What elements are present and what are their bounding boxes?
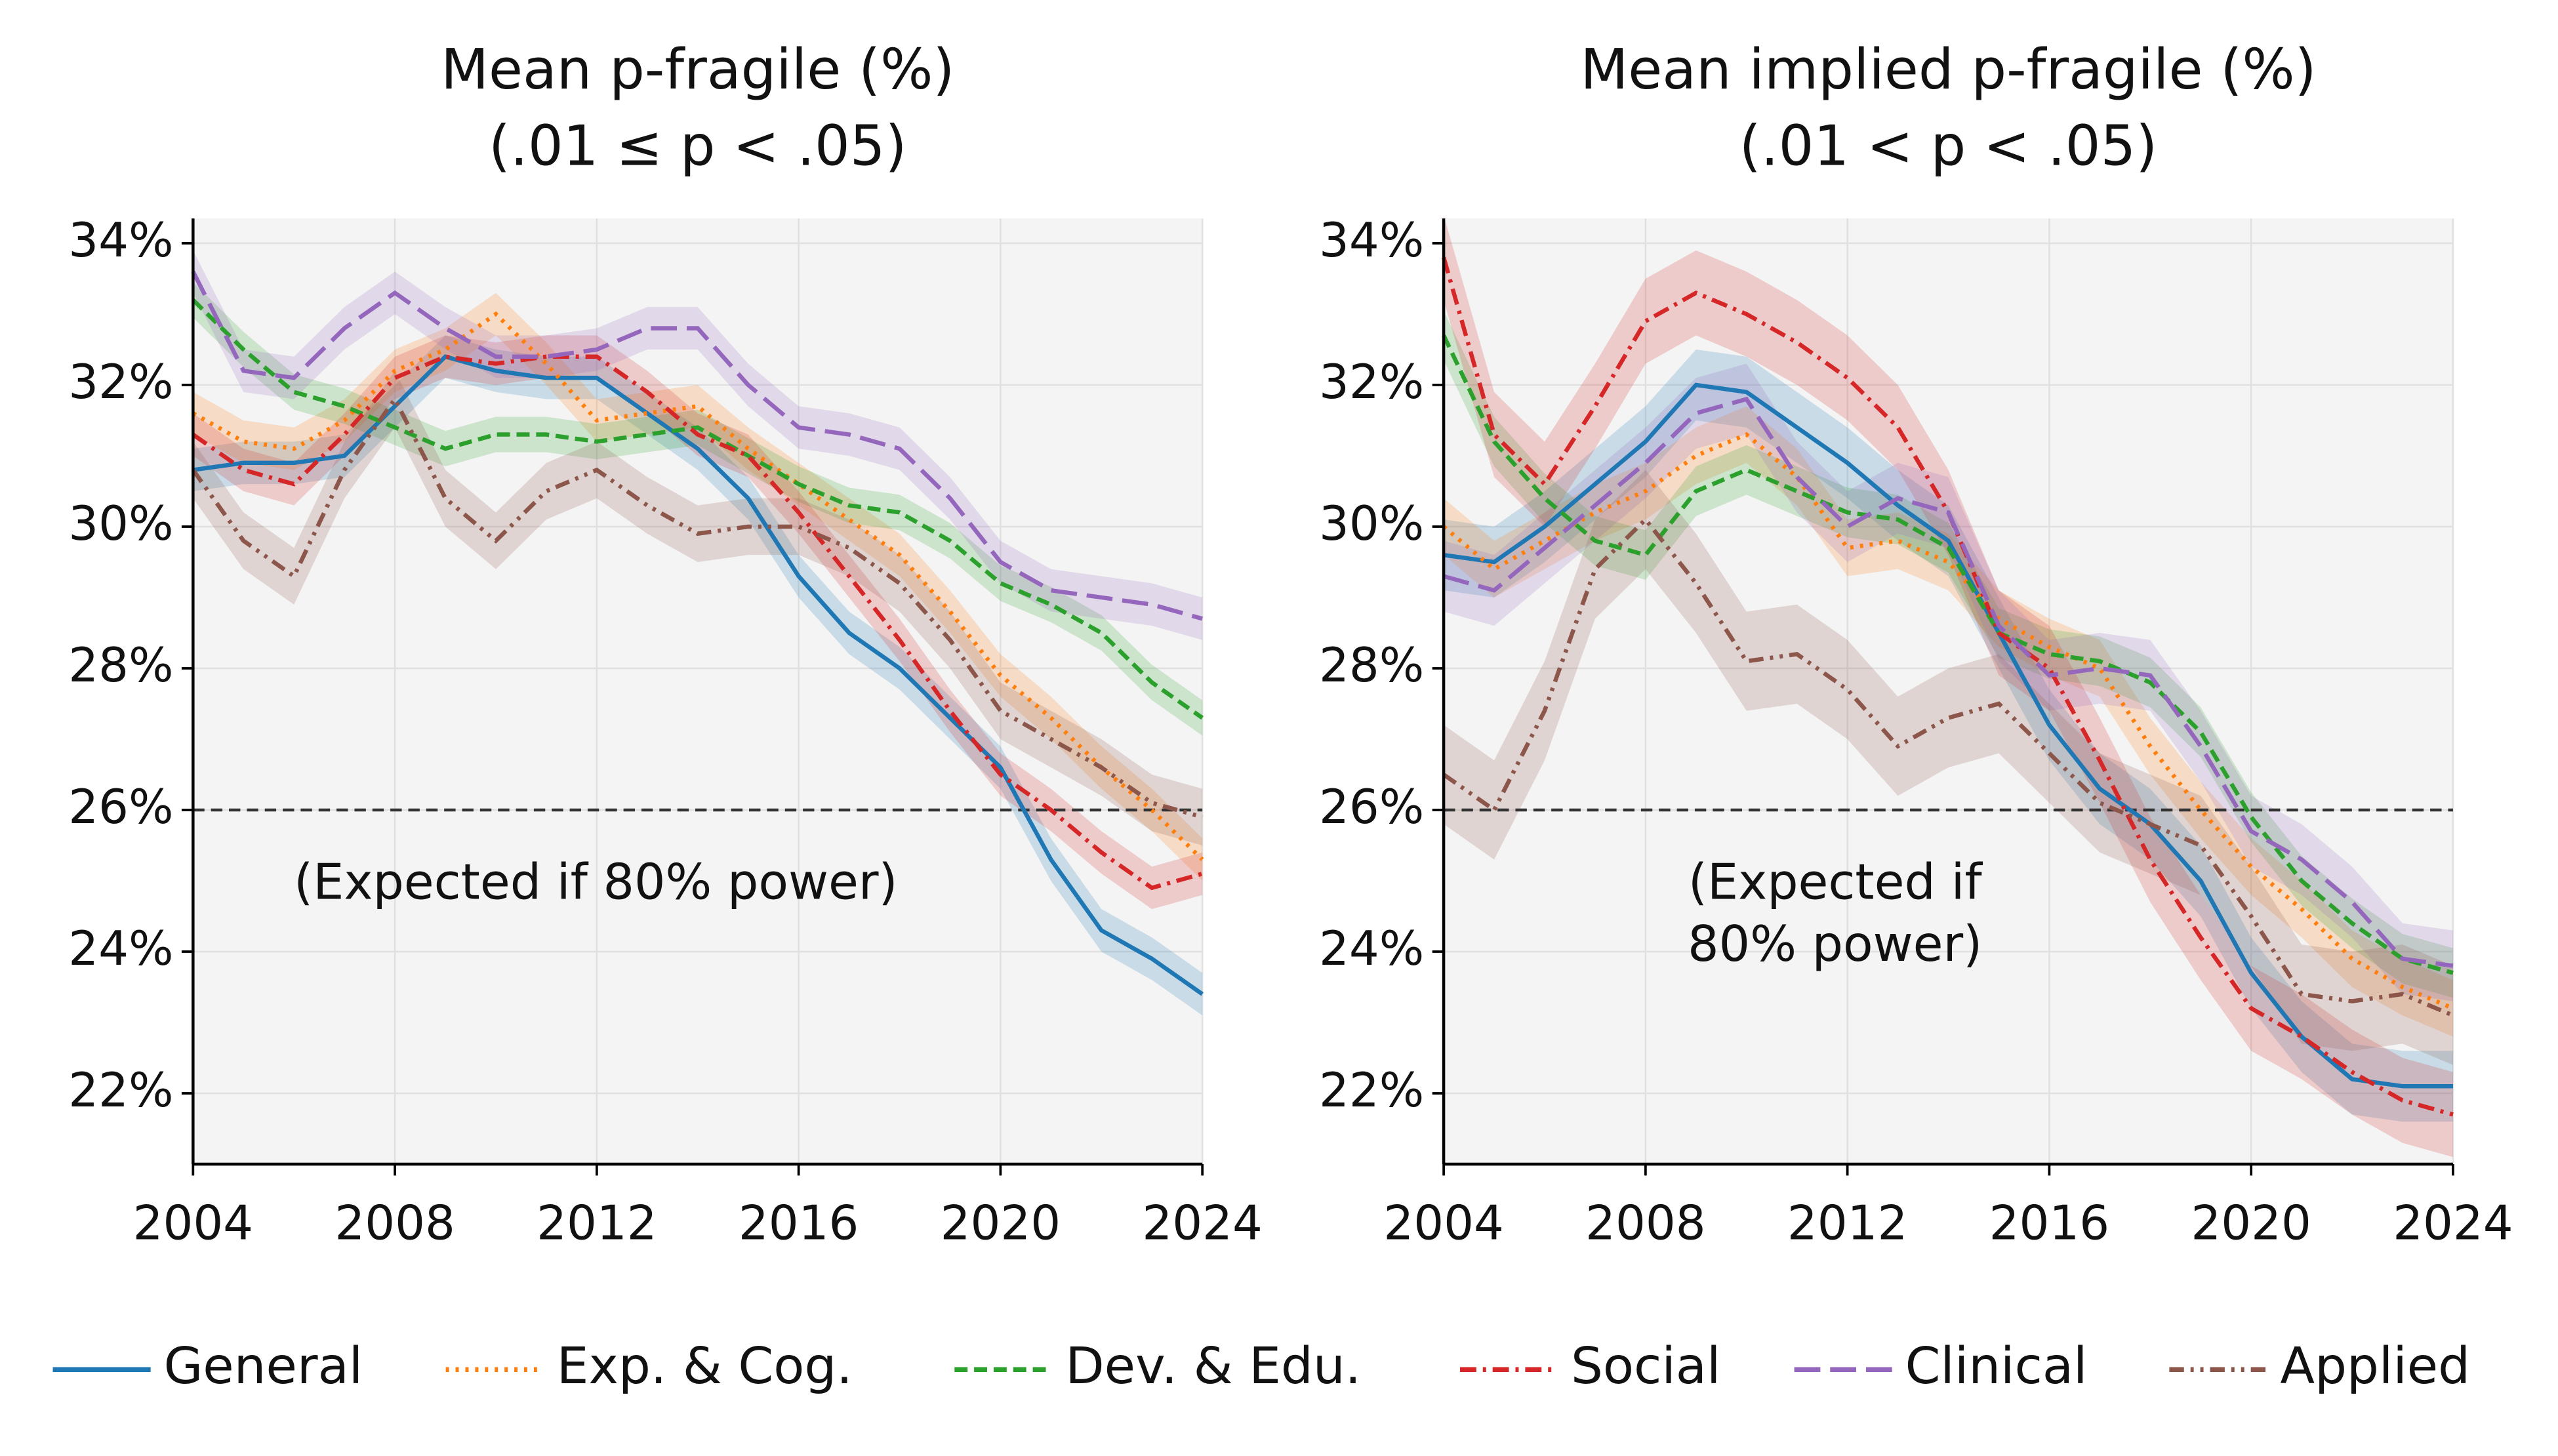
x-tick-label: 2020 bbox=[941, 1196, 1061, 1251]
series-line bbox=[192, 354, 1204, 891]
annotation: (Expected if 80% power) bbox=[294, 853, 898, 910]
chart-title: Mean p-fragile (%) bbox=[441, 37, 954, 102]
series-line bbox=[1443, 396, 2454, 968]
confidence-band bbox=[1444, 363, 2453, 1001]
y-tick-label: 34% bbox=[1319, 213, 1424, 268]
confidence-band bbox=[1444, 349, 2453, 1122]
x-tick-label: 2016 bbox=[1989, 1196, 2109, 1251]
confidence-band bbox=[1444, 310, 2453, 998]
y-tick-label: 24% bbox=[68, 921, 173, 977]
confidence-band bbox=[1444, 214, 2453, 1158]
y-tick-label: 30% bbox=[68, 496, 173, 552]
annotation: (Expected if bbox=[1688, 853, 1983, 910]
x-tick-label: 2024 bbox=[2393, 1196, 2513, 1251]
y-tick-label: 30% bbox=[1319, 496, 1424, 552]
x-tick-label: 2024 bbox=[1142, 1196, 1262, 1251]
y-tick-label: 24% bbox=[1319, 921, 1424, 977]
legend-label: Exp. & Cog. bbox=[557, 1337, 853, 1396]
legend-label: Dev. & Edu. bbox=[1065, 1337, 1361, 1396]
confidence-band bbox=[193, 250, 1203, 640]
x-tick-label: 2012 bbox=[1787, 1196, 1907, 1251]
series-line bbox=[1442, 516, 2454, 1018]
chart-subtitle: (.01 < p < .05) bbox=[1739, 114, 2158, 178]
series-line bbox=[191, 395, 1204, 819]
plot-area bbox=[193, 218, 1203, 1165]
chart-subtitle: (.01 ≤ p < .05) bbox=[489, 114, 907, 178]
series-line bbox=[1443, 382, 2453, 1089]
legend-label: General bbox=[164, 1337, 363, 1396]
y-tick-label: 26% bbox=[68, 780, 173, 835]
y-tick-label: 32% bbox=[1319, 355, 1424, 410]
chart-title: Mean implied p-fragile (%) bbox=[1580, 37, 2316, 102]
confidence-band bbox=[193, 335, 1203, 1016]
x-tick-label: 2004 bbox=[1383, 1196, 1503, 1251]
series-line bbox=[191, 270, 1204, 621]
y-tick-label: 26% bbox=[1319, 780, 1424, 835]
y-tick-label: 32% bbox=[68, 355, 173, 410]
x-tick-label: 2008 bbox=[1585, 1196, 1705, 1251]
series-line bbox=[192, 354, 1204, 996]
y-tick-label: 22% bbox=[68, 1063, 173, 1118]
series-line bbox=[1442, 334, 2454, 975]
legend-label: Clinical bbox=[1905, 1337, 2088, 1396]
x-tick-label: 2020 bbox=[2191, 1196, 2311, 1251]
y-tick-label: 34% bbox=[68, 213, 173, 268]
legend-label: Applied bbox=[2280, 1337, 2470, 1396]
confidence-band bbox=[193, 371, 1203, 845]
x-tick-label: 2016 bbox=[739, 1196, 859, 1251]
confidence-band bbox=[1444, 470, 2453, 1065]
y-tick-label: 22% bbox=[1319, 1063, 1424, 1118]
annotation: 80% power) bbox=[1688, 916, 1982, 973]
x-tick-label: 2008 bbox=[335, 1196, 455, 1251]
confidence-band bbox=[1444, 406, 2453, 1037]
y-tick-label: 28% bbox=[1319, 638, 1424, 693]
x-tick-label: 2004 bbox=[133, 1196, 253, 1251]
confidence-band bbox=[193, 293, 1203, 881]
x-tick-label: 2012 bbox=[537, 1196, 657, 1251]
legend-label: Social bbox=[1571, 1337, 1720, 1396]
y-tick-label: 28% bbox=[68, 638, 173, 693]
